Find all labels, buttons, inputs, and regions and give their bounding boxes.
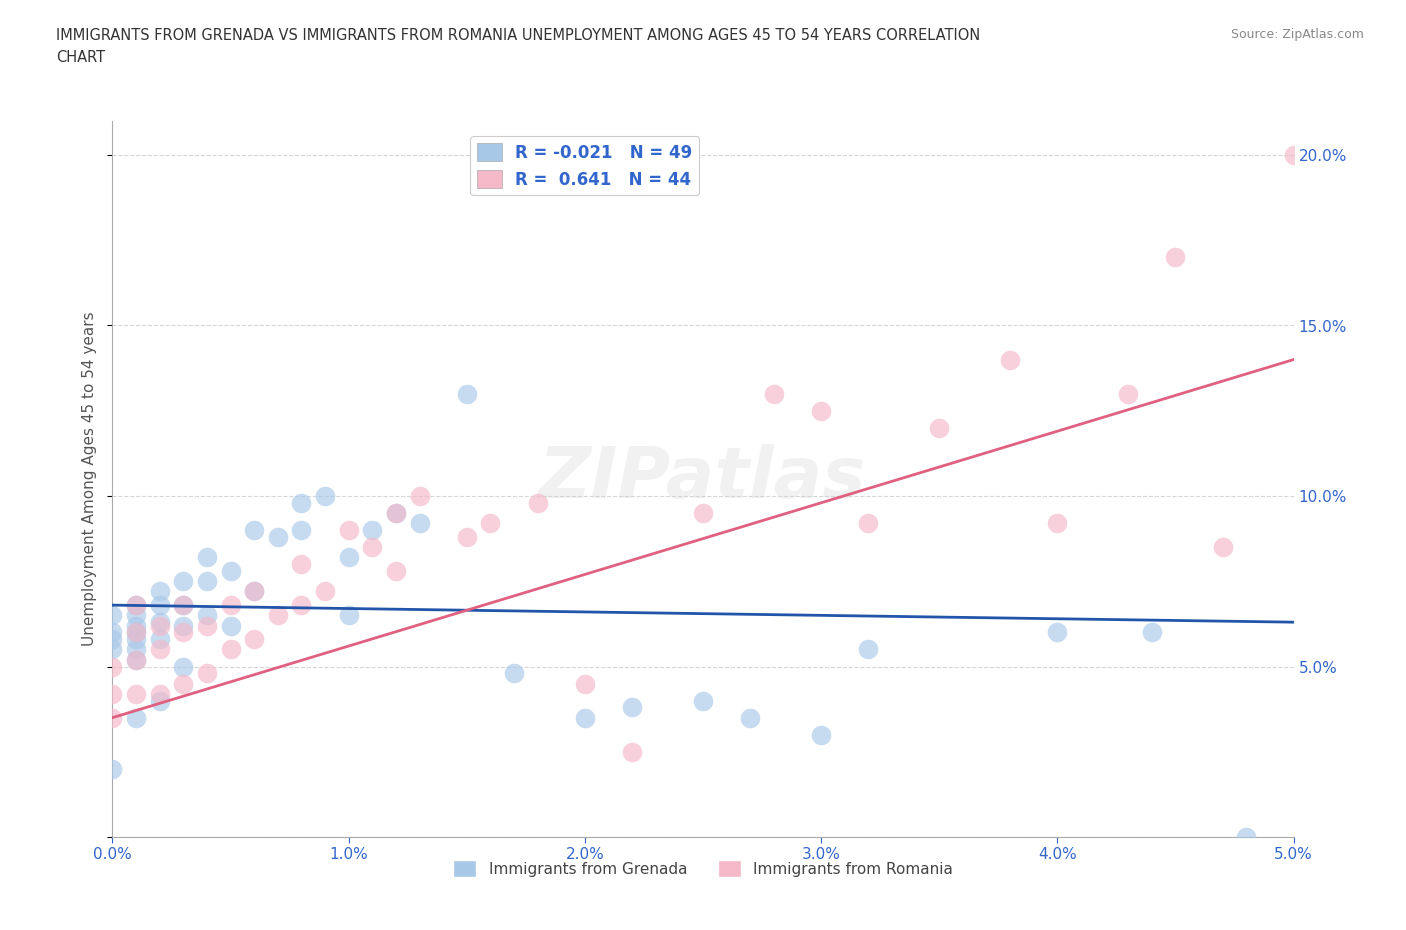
Point <box>219 564 242 578</box>
Point <box>1282 148 1305 163</box>
Point <box>172 676 194 691</box>
Point <box>195 608 218 623</box>
Point <box>385 564 408 578</box>
Point <box>125 652 148 667</box>
Point <box>125 686 148 701</box>
Point <box>243 584 266 599</box>
Point <box>361 539 384 554</box>
Point <box>692 693 714 708</box>
Point <box>267 608 290 623</box>
Point <box>621 700 644 715</box>
Point <box>1046 625 1069 640</box>
Point <box>172 618 194 633</box>
Point <box>243 584 266 599</box>
Point <box>149 631 172 646</box>
Point <box>1116 386 1139 401</box>
Point <box>125 652 148 667</box>
Point <box>101 608 124 623</box>
Point <box>149 618 172 633</box>
Point <box>456 529 478 544</box>
Point <box>243 631 266 646</box>
Point <box>172 598 194 613</box>
Point <box>195 550 218 565</box>
Point <box>456 386 478 401</box>
Point <box>408 488 430 503</box>
Point <box>101 631 124 646</box>
Point <box>101 642 124 657</box>
Point <box>1212 539 1234 554</box>
Point <box>858 642 880 657</box>
Text: IMMIGRANTS FROM GRENADA VS IMMIGRANTS FROM ROMANIA UNEMPLOYMENT AMONG AGES 45 TO: IMMIGRANTS FROM GRENADA VS IMMIGRANTS FR… <box>56 28 980 65</box>
Point <box>125 598 148 613</box>
Point <box>101 686 124 701</box>
Point <box>998 352 1021 367</box>
Point <box>195 666 218 681</box>
Point <box>219 642 242 657</box>
Point <box>361 523 384 538</box>
Point <box>125 598 148 613</box>
Point <box>740 711 762 725</box>
Point <box>385 506 408 521</box>
Point <box>172 659 194 674</box>
Point <box>101 711 124 725</box>
Point <box>101 625 124 640</box>
Point <box>125 608 148 623</box>
Point <box>149 615 172 630</box>
Point <box>621 744 644 759</box>
Point <box>290 598 312 613</box>
Point <box>195 618 218 633</box>
Point <box>219 598 242 613</box>
Point <box>125 625 148 640</box>
Point <box>479 516 502 531</box>
Point <box>314 584 336 599</box>
Point <box>314 488 336 503</box>
Point <box>290 523 312 538</box>
Point <box>337 608 360 623</box>
Point <box>290 496 312 511</box>
Point <box>928 420 950 435</box>
Point <box>149 598 172 613</box>
Point <box>408 516 430 531</box>
Point <box>243 523 266 538</box>
Text: Source: ZipAtlas.com: Source: ZipAtlas.com <box>1230 28 1364 41</box>
Point <box>810 404 832 418</box>
Point <box>149 686 172 701</box>
Point <box>1234 830 1257 844</box>
Point <box>503 666 526 681</box>
Point <box>125 642 148 657</box>
Point <box>125 618 148 633</box>
Point <box>1140 625 1163 640</box>
Point <box>385 506 408 521</box>
Y-axis label: Unemployment Among Ages 45 to 54 years: Unemployment Among Ages 45 to 54 years <box>82 312 97 646</box>
Point <box>337 523 360 538</box>
Point <box>149 584 172 599</box>
Point <box>692 506 714 521</box>
Point <box>574 676 596 691</box>
Point <box>149 642 172 657</box>
Legend: Immigrants from Grenada, Immigrants from Romania: Immigrants from Grenada, Immigrants from… <box>447 854 959 883</box>
Point <box>290 557 312 572</box>
Point <box>125 625 148 640</box>
Point <box>810 727 832 742</box>
Point <box>267 529 290 544</box>
Point <box>337 550 360 565</box>
Point <box>195 574 218 589</box>
Point <box>172 625 194 640</box>
Point <box>172 598 194 613</box>
Point <box>172 574 194 589</box>
Point <box>1164 250 1187 265</box>
Point <box>762 386 785 401</box>
Point <box>526 496 548 511</box>
Point <box>1046 516 1069 531</box>
Point <box>858 516 880 531</box>
Point <box>101 659 124 674</box>
Point <box>149 693 172 708</box>
Point <box>101 762 124 777</box>
Point <box>219 618 242 633</box>
Point <box>125 711 148 725</box>
Point <box>125 631 148 646</box>
Text: ZIPatlas: ZIPatlas <box>540 445 866 513</box>
Point <box>574 711 596 725</box>
